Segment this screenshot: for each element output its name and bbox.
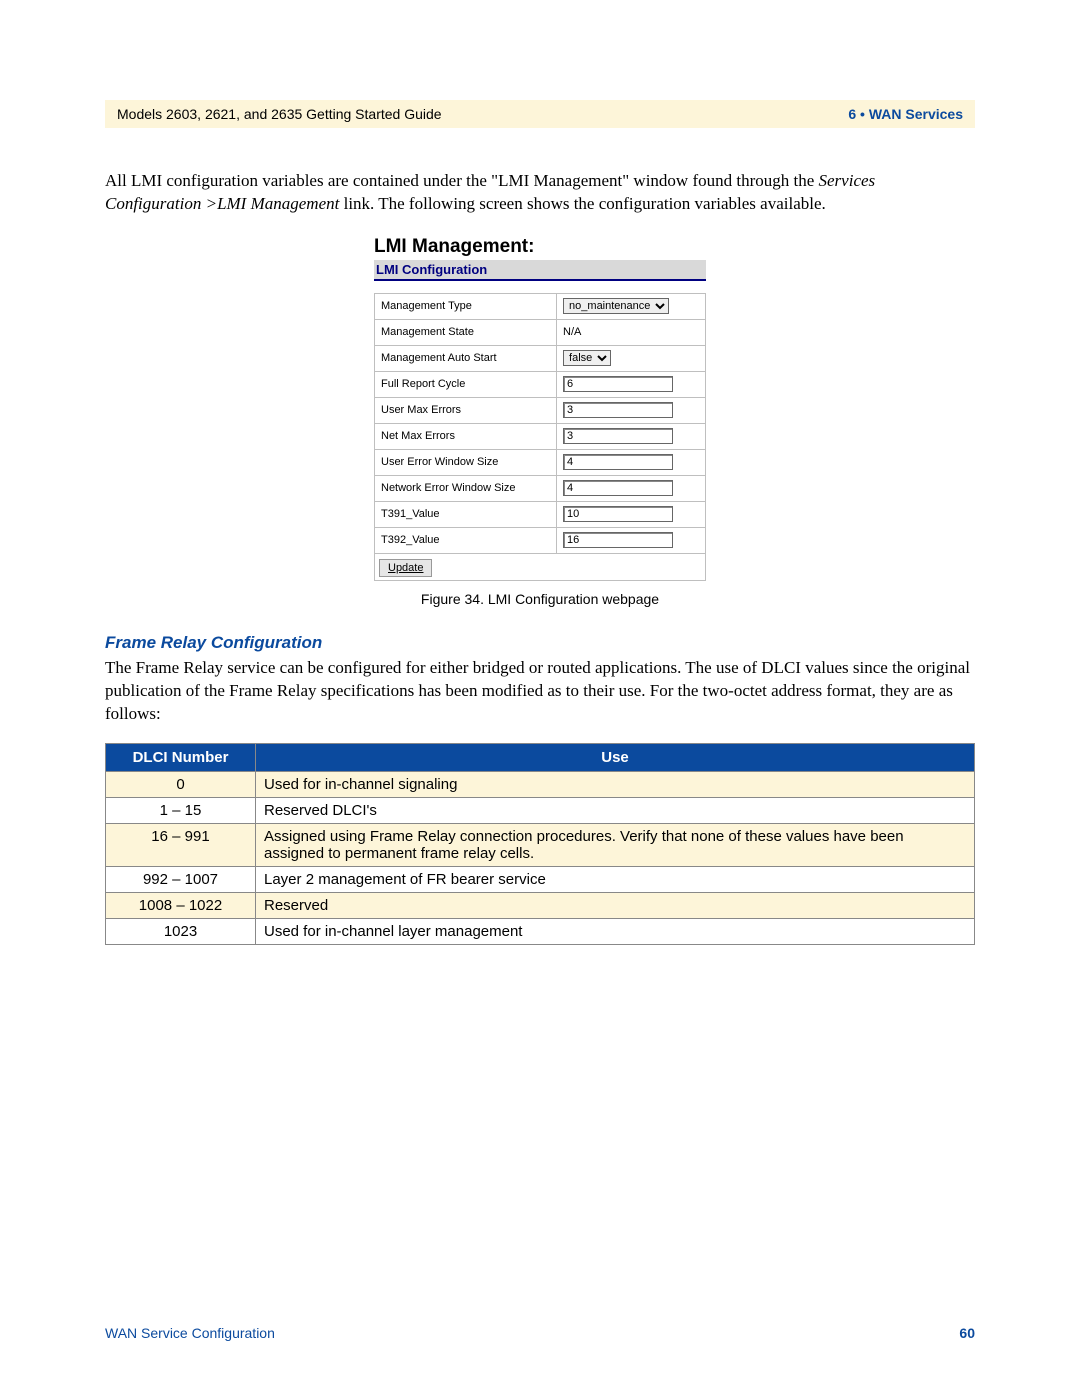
lmi-row: Net Max Errors xyxy=(375,423,706,449)
lmi-input[interactable] xyxy=(563,506,673,522)
dlci-number-cell: 16 – 991 xyxy=(106,823,256,866)
lmi-row-value-cell xyxy=(557,449,706,475)
lmi-select[interactable]: no_maintenance xyxy=(563,298,669,314)
lmi-row: T392_Value xyxy=(375,527,706,553)
lmi-row-label: Net Max Errors xyxy=(375,423,557,449)
update-button[interactable]: Update xyxy=(379,559,432,577)
dlci-use-cell: Reserved xyxy=(256,892,975,918)
lmi-row: User Max Errors xyxy=(375,397,706,423)
lmi-input[interactable] xyxy=(563,428,673,444)
lmi-row-value-cell xyxy=(557,501,706,527)
lmi-row-label: User Max Errors xyxy=(375,397,557,423)
lmi-input[interactable] xyxy=(563,376,673,392)
header-left: Models 2603, 2621, and 2635 Getting Star… xyxy=(117,106,442,122)
lmi-row-label: User Error Window Size xyxy=(375,449,557,475)
lmi-row-label: Network Error Window Size xyxy=(375,475,557,501)
dlci-table: DLCI Number Use 0Used for in-channel sig… xyxy=(105,743,975,945)
dlci-col-use: Use xyxy=(256,743,975,771)
dlci-number-cell: 992 – 1007 xyxy=(106,866,256,892)
dlci-number-cell: 1023 xyxy=(106,918,256,944)
lmi-row-label: Management State xyxy=(375,319,557,345)
lmi-row: T391_Value xyxy=(375,501,706,527)
lmi-row-value-cell: false xyxy=(557,345,706,371)
lmi-row: Management Auto Start false xyxy=(375,345,706,371)
footer-left: WAN Service Configuration xyxy=(105,1325,275,1341)
lmi-row: Full Report Cycle xyxy=(375,371,706,397)
lmi-row-label: Management Type xyxy=(375,293,557,319)
intro-paragraph: All LMI configuration variables are cont… xyxy=(105,170,975,216)
lmi-row-value-cell xyxy=(557,475,706,501)
dlci-use-cell: Layer 2 management of FR bearer service xyxy=(256,866,975,892)
frame-relay-heading: Frame Relay Configuration xyxy=(105,633,975,653)
lmi-row-label: Management Auto Start xyxy=(375,345,557,371)
lmi-row-value-cell xyxy=(557,423,706,449)
lmi-row-value-cell xyxy=(557,371,706,397)
lmi-row: Management Type no_maintenance xyxy=(375,293,706,319)
dlci-use-cell: Reserved DLCI's xyxy=(256,797,975,823)
dlci-number-cell: 1008 – 1022 xyxy=(106,892,256,918)
lmi-row-label: T392_Value xyxy=(375,527,557,553)
lmi-subtitle: LMI Configuration xyxy=(374,260,706,281)
lmi-row: Network Error Window Size xyxy=(375,475,706,501)
intro-part1: All LMI configuration variables are cont… xyxy=(105,171,819,190)
lmi-row-value-cell xyxy=(557,527,706,553)
table-row: 992 – 1007Layer 2 management of FR beare… xyxy=(106,866,975,892)
table-row: 1 – 15Reserved DLCI's xyxy=(106,797,975,823)
figure-caption: Figure 34. LMI Configuration webpage xyxy=(105,591,975,607)
lmi-row-value-cell: no_maintenance xyxy=(557,293,706,319)
page-number: 60 xyxy=(959,1325,975,1341)
lmi-input[interactable] xyxy=(563,480,673,496)
lmi-input[interactable] xyxy=(563,402,673,418)
lmi-input[interactable] xyxy=(563,454,673,470)
header-right: 6 • WAN Services xyxy=(848,106,963,122)
lmi-row: Management StateN/A xyxy=(375,319,706,345)
dlci-number-cell: 1 – 15 xyxy=(106,797,256,823)
lmi-screenshot: LMI Management: LMI Configuration Manage… xyxy=(374,236,706,581)
table-row: 16 – 991Assigned using Frame Relay conne… xyxy=(106,823,975,866)
lmi-row-value-cell xyxy=(557,397,706,423)
table-row: 1023Used for in-channel layer management xyxy=(106,918,975,944)
lmi-row-label: T391_Value xyxy=(375,501,557,527)
page-header: Models 2603, 2621, and 2635 Getting Star… xyxy=(105,100,975,128)
lmi-select[interactable]: false xyxy=(563,350,611,366)
lmi-row-value-cell: N/A xyxy=(557,319,706,345)
table-row: 0Used for in-channel signaling xyxy=(106,771,975,797)
lmi-config-table: Management Typeno_maintenanceManagement … xyxy=(374,293,706,581)
lmi-row-label: Full Report Cycle xyxy=(375,371,557,397)
dlci-number-cell: 0 xyxy=(106,771,256,797)
lmi-input[interactable] xyxy=(563,532,673,548)
dlci-col-number: DLCI Number xyxy=(106,743,256,771)
page-footer: WAN Service Configuration 60 xyxy=(105,1325,975,1341)
lmi-title: LMI Management: xyxy=(374,236,706,258)
dlci-use-cell: Used for in-channel layer management xyxy=(256,918,975,944)
dlci-use-cell: Assigned using Frame Relay connection pr… xyxy=(256,823,975,866)
table-row: 1008 – 1022Reserved xyxy=(106,892,975,918)
dlci-use-cell: Used for in-channel signaling xyxy=(256,771,975,797)
lmi-row: User Error Window Size xyxy=(375,449,706,475)
intro-part3: link. The following screen shows the con… xyxy=(339,194,825,213)
frame-relay-body: The Frame Relay service can be configure… xyxy=(105,657,975,726)
